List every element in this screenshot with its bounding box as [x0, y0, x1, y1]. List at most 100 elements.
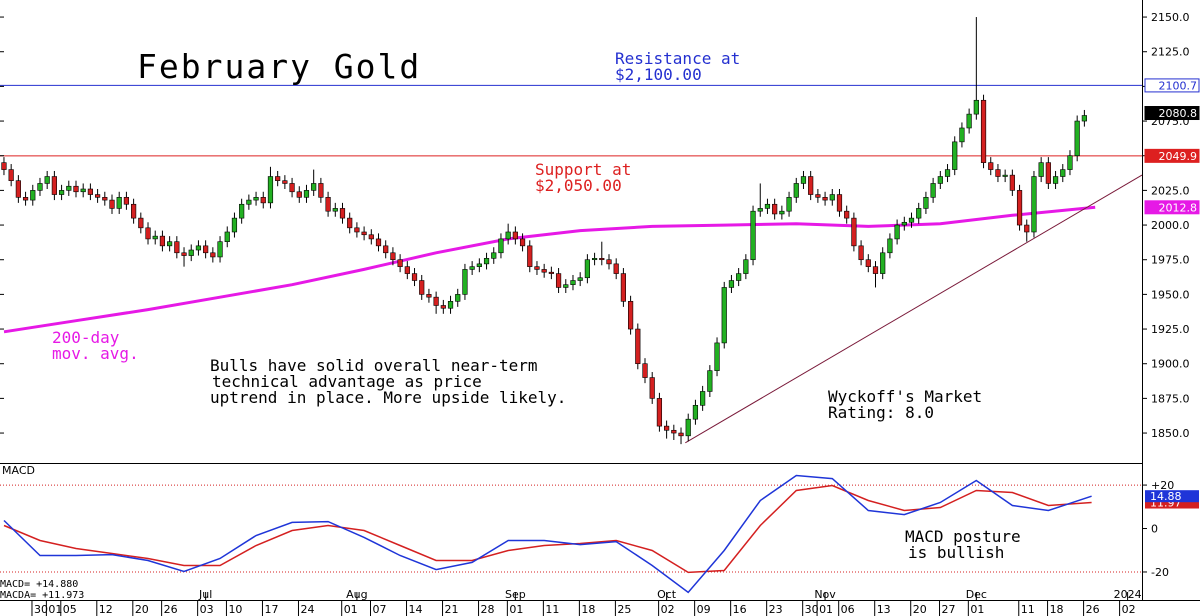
ma-note: mov. avg.: [52, 344, 139, 363]
support-note: Support at: [535, 160, 631, 179]
candle-body: [440, 305, 446, 309]
analysis-note: uptrend in place. More upside likely.: [210, 388, 566, 407]
candle-body: [109, 199, 115, 209]
candle-body: [923, 197, 929, 209]
analysis-note: Bulls have solid overall near-term: [210, 356, 538, 375]
candle-body: [303, 190, 310, 198]
x-tick-label: 07: [373, 603, 387, 616]
price-marker: [1144, 148, 1200, 163]
x-tick-label: 01: [970, 603, 984, 616]
trendline: [685, 174, 1143, 444]
x-tick-label: 28: [481, 603, 495, 616]
price-marker-label: 2080.8: [1159, 107, 1198, 120]
candle-body: [195, 245, 202, 251]
candle-body: [973, 99, 979, 115]
candle-body: [678, 432, 684, 437]
month-label: Aug: [346, 588, 367, 601]
candle-body: [339, 208, 346, 219]
y-tick-label: 1900.0: [1151, 358, 1190, 371]
candle-body: [311, 183, 317, 191]
price-panel: [0, 17, 1143, 445]
support-note: $2,050.00: [535, 176, 622, 195]
price-marker: [1144, 200, 1200, 215]
candle-body: [231, 217, 238, 233]
candle-body: [858, 245, 864, 261]
candle-body: [404, 266, 410, 274]
candle-body: [613, 263, 619, 274]
candle-body: [635, 328, 641, 365]
x-tick-label: 18: [581, 603, 595, 616]
y-tick-label: 1925.0: [1151, 323, 1190, 336]
resistance-note: Resistance at: [615, 49, 740, 68]
candle-body: [1024, 224, 1030, 233]
candle-body: [375, 238, 382, 247]
candle-body: [563, 284, 569, 288]
candle-body: [253, 197, 259, 201]
macd-marker-label: 14.88: [1150, 490, 1182, 503]
candle-body: [1060, 169, 1066, 177]
candle-body: [1009, 174, 1015, 191]
candle-body: [664, 425, 670, 431]
y-tick-label: 1850.0: [1151, 427, 1190, 440]
x-tick-label: 26: [1086, 603, 1100, 616]
candle-body: [1052, 176, 1059, 184]
candle-body: [577, 277, 583, 281]
x-tick-label: 18: [1050, 603, 1064, 616]
candle-body: [894, 224, 900, 240]
candle-body: [433, 296, 439, 306]
candle-body: [246, 199, 252, 205]
candle-body: [275, 176, 281, 181]
candle-body: [37, 183, 43, 191]
candle-body: [498, 238, 504, 254]
month-label: Oct: [657, 588, 677, 601]
candle-body: [836, 194, 843, 212]
candle-body: [822, 197, 828, 201]
candle-body: [527, 245, 533, 267]
x-tick-label: 14: [409, 603, 423, 616]
x-tick-label: 09: [697, 603, 711, 616]
candle-body: [728, 280, 735, 288]
candle-body: [966, 113, 972, 129]
candle-body: [930, 183, 936, 198]
candle-body: [217, 241, 223, 258]
candle-body: [44, 176, 50, 184]
candle-body: [267, 176, 274, 204]
candle-body: [397, 259, 403, 267]
candle-body: [793, 183, 799, 198]
candle-body: [51, 176, 57, 195]
candle-body: [570, 280, 576, 285]
candle-body: [419, 280, 425, 295]
candle-body: [880, 252, 886, 274]
candle-body: [944, 169, 951, 177]
macd-y-tick-label: +20: [1151, 479, 1174, 492]
candle-body: [224, 231, 230, 242]
candle-body: [354, 227, 360, 233]
candle-body: [1045, 162, 1051, 184]
candle-body: [1067, 155, 1073, 170]
macd-line: [3, 484, 1092, 574]
rating-note: Rating: 8.0: [828, 403, 934, 422]
candle-body: [483, 258, 490, 265]
candle-body: [959, 127, 965, 143]
candle-body: [102, 197, 108, 201]
candle-body: [1002, 174, 1008, 177]
candle-body: [908, 217, 915, 223]
candle-body: [721, 287, 727, 344]
candle-body: [649, 377, 655, 399]
candle-body: [988, 162, 994, 170]
macd-y-tick-label: 0: [1151, 523, 1158, 536]
candle-body: [707, 370, 713, 392]
candle-body: [750, 210, 756, 261]
candle-body: [318, 183, 324, 198]
macd-y-tick-label: -20: [1151, 566, 1169, 579]
candle-body: [282, 180, 288, 184]
candle-body: [980, 99, 987, 163]
macd-title: MACD: [2, 464, 35, 477]
month-label: Dec: [966, 588, 987, 601]
candle-body: [80, 188, 86, 193]
candle-body: [447, 301, 454, 309]
candle-body: [116, 197, 122, 209]
macd-marker: [1145, 490, 1199, 503]
macd-note: is bullish: [908, 543, 1004, 562]
candle-body: [131, 203, 137, 219]
